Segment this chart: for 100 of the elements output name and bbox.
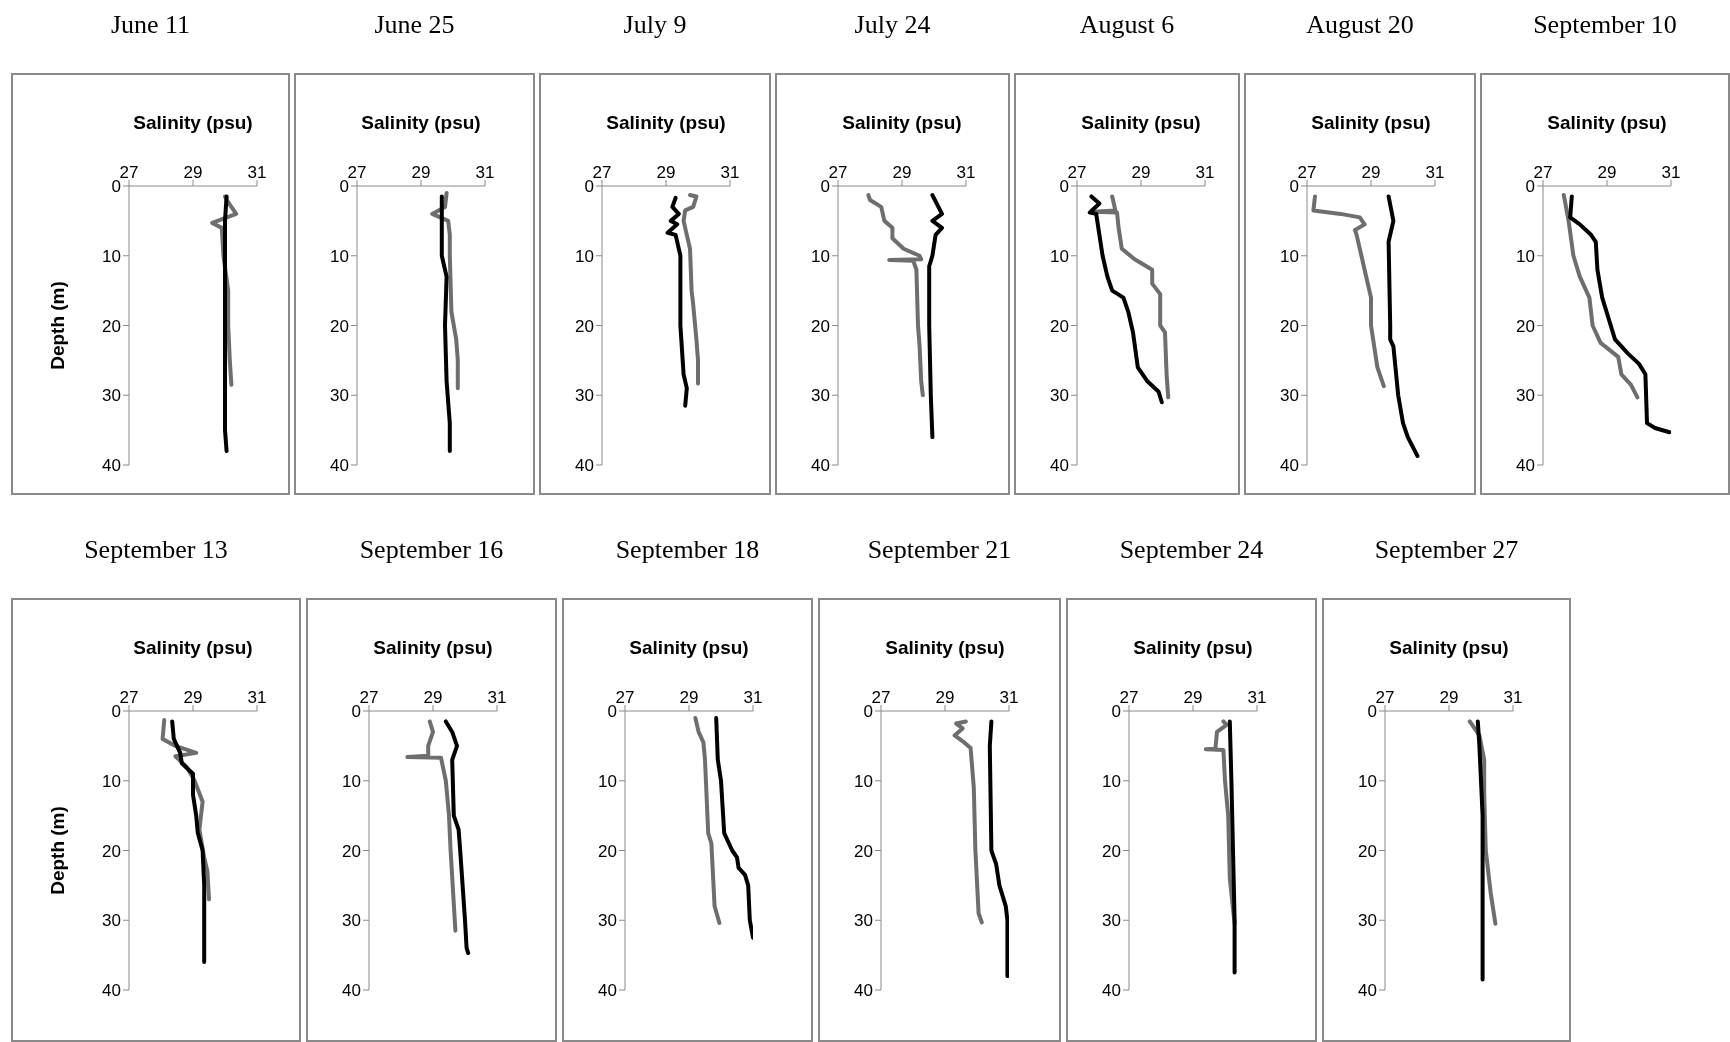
- y-tick-label: 20: [102, 316, 121, 336]
- x-axis-title: Salinity (psu): [361, 111, 481, 135]
- x-tick-label: 31: [475, 163, 495, 182]
- x-axis-title: Salinity (psu): [885, 636, 1005, 660]
- y-tick-label: 30: [575, 386, 594, 406]
- x-tick-label: 31: [1503, 688, 1523, 707]
- y-tick-label: 20: [1050, 316, 1069, 336]
- chart-title: September 16: [358, 534, 505, 566]
- y-tick-label: 10: [854, 771, 873, 791]
- x-tick-label: 31: [720, 163, 740, 182]
- x-tick-label: 27: [871, 688, 891, 707]
- y-tick-label: 10: [330, 246, 349, 266]
- x-tick-label: 29: [892, 163, 912, 182]
- y-tick-label: 10: [1516, 246, 1535, 266]
- x-tick-label: 29: [656, 163, 676, 182]
- y-tick-label: 30: [102, 386, 121, 406]
- y-tick-label: 0: [351, 702, 361, 722]
- x-tick-label: 31: [1247, 688, 1267, 707]
- x-axis-title: Salinity (psu): [1547, 111, 1667, 135]
- y-tick-label: 20: [811, 316, 830, 336]
- x-tick-label: 29: [183, 163, 203, 182]
- y-tick-label: 40: [854, 981, 873, 1001]
- y-tick-label: 20: [342, 841, 361, 861]
- y-tick-label: 20: [1358, 841, 1377, 861]
- x-tick-label: 29: [935, 688, 955, 707]
- x-tick-label: 29: [1361, 163, 1381, 182]
- chart-title: September 10: [1532, 9, 1678, 41]
- chart-title: August 20: [1305, 9, 1415, 41]
- x-tick-label: 29: [1131, 163, 1151, 182]
- y-tick-label: 0: [863, 702, 873, 722]
- x-tick-label: 31: [247, 688, 267, 707]
- x-tick-label: 27: [119, 688, 139, 707]
- y-tick-label: 40: [598, 981, 617, 1001]
- x-tick-label: 29: [1183, 688, 1203, 707]
- x-tick-label: 31: [956, 163, 976, 182]
- chart-title: September 24: [1118, 534, 1265, 566]
- x-axis-title: Salinity (psu): [1311, 111, 1431, 135]
- y-tick-label: 0: [111, 177, 121, 197]
- chart-title: September 21: [866, 534, 1013, 566]
- y-tick-label: 0: [111, 702, 121, 722]
- y-tick-label: 0: [339, 177, 349, 197]
- y-axis-title: Depth (m): [46, 281, 68, 370]
- y-tick-label: 30: [342, 911, 361, 931]
- y-tick-label: 30: [1102, 911, 1121, 931]
- x-tick-label: 29: [1439, 688, 1459, 707]
- y-tick-label: 30: [1358, 911, 1377, 931]
- x-tick-label: 31: [999, 688, 1019, 707]
- y-tick-label: 30: [1050, 386, 1069, 406]
- y-tick-label: 40: [330, 456, 349, 476]
- y-tick-label: 40: [102, 456, 121, 476]
- y-tick-label: 40: [1358, 981, 1377, 1001]
- y-tick-label: 10: [342, 771, 361, 791]
- x-tick-label: 27: [1533, 163, 1553, 182]
- y-tick-label: 30: [330, 386, 349, 406]
- x-tick-label: 27: [1067, 163, 1087, 182]
- y-tick-label: 0: [820, 177, 830, 197]
- x-tick-label: 27: [119, 163, 139, 182]
- y-axis-title: Depth (m): [46, 806, 68, 895]
- y-tick-label: 0: [607, 702, 617, 722]
- chart-title: September 27: [1373, 534, 1520, 566]
- y-tick-label: 40: [1516, 456, 1535, 476]
- x-tick-label: 29: [423, 688, 443, 707]
- y-tick-label: 10: [1280, 246, 1299, 266]
- chart-title: July 24: [853, 9, 932, 41]
- y-tick-label: 10: [811, 246, 830, 266]
- y-tick-label: 40: [342, 981, 361, 1001]
- x-tick-label: 31: [487, 688, 507, 707]
- y-tick-label: 20: [575, 316, 594, 336]
- x-tick-label: 27: [1119, 688, 1139, 707]
- chart-title: September 18: [614, 534, 761, 566]
- x-tick-label: 27: [615, 688, 635, 707]
- y-tick-label: 30: [854, 911, 873, 931]
- chart-title: August 6: [1078, 9, 1176, 41]
- x-tick-label: 27: [359, 688, 379, 707]
- y-tick-label: 30: [1280, 386, 1299, 406]
- x-tick-label: 27: [592, 163, 612, 182]
- y-tick-label: 40: [1050, 456, 1069, 476]
- y-tick-label: 30: [598, 911, 617, 931]
- x-axis-title: Salinity (psu): [629, 636, 749, 660]
- y-tick-label: 40: [102, 981, 121, 1001]
- chart-title: July 9: [622, 9, 688, 41]
- x-axis-title: Salinity (psu): [133, 111, 253, 135]
- y-tick-label: 10: [1050, 246, 1069, 266]
- x-axis-title: Salinity (psu): [606, 111, 726, 135]
- y-tick-label: 0: [1111, 702, 1121, 722]
- x-tick-label: 29: [411, 163, 431, 182]
- y-tick-label: 30: [811, 386, 830, 406]
- y-tick-label: 20: [1280, 316, 1299, 336]
- x-tick-label: 27: [828, 163, 848, 182]
- y-tick-label: 10: [1358, 771, 1377, 791]
- y-tick-label: 0: [1525, 177, 1535, 197]
- y-tick-label: 20: [1102, 841, 1121, 861]
- y-tick-label: 0: [1059, 177, 1069, 197]
- y-tick-label: 0: [1367, 702, 1377, 722]
- chart-title: September 13: [83, 534, 229, 566]
- x-tick-label: 27: [1375, 688, 1395, 707]
- y-tick-label: 30: [102, 911, 121, 931]
- y-tick-label: 10: [598, 771, 617, 791]
- x-tick-label: 29: [183, 688, 203, 707]
- x-axis-title: Salinity (psu): [1133, 636, 1253, 660]
